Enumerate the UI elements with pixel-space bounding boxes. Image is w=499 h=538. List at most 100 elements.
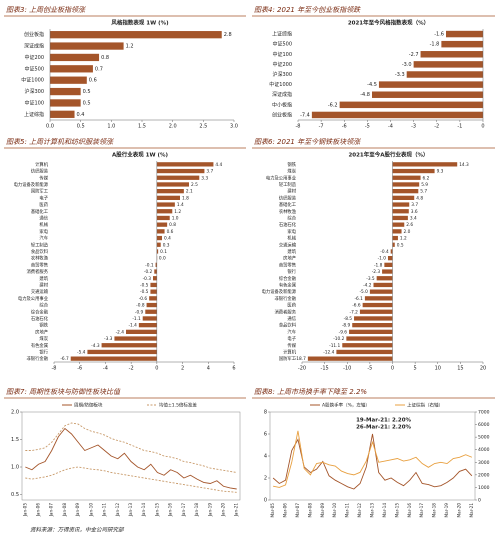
category-label: 电力及公用事业 bbox=[266, 174, 297, 181]
value-label: -1.8 bbox=[374, 262, 383, 268]
value-label: 9.3 bbox=[437, 169, 444, 175]
category-label: 消费者服务 bbox=[275, 308, 297, 315]
x-tick-label: -5 bbox=[365, 124, 370, 130]
x-tick-label: Jan-11 bbox=[102, 503, 107, 518]
x-tick-label: -4 bbox=[103, 366, 108, 372]
bar bbox=[70, 356, 157, 361]
value-label: -6.6 bbox=[352, 303, 361, 309]
category-label: 轻工制造 bbox=[31, 241, 49, 248]
x-tick-label: Jan-07 bbox=[49, 503, 54, 518]
bar bbox=[373, 282, 393, 288]
value-label: 2.0 bbox=[404, 229, 411, 235]
value-label: -6.1 bbox=[355, 296, 364, 302]
bar bbox=[339, 101, 483, 109]
bar bbox=[307, 356, 393, 361]
bar bbox=[382, 269, 393, 274]
category-label: 中证200 bbox=[272, 61, 292, 68]
x-tick-label: 2.5 bbox=[199, 124, 207, 130]
bar bbox=[369, 289, 393, 294]
value-label: 0.4 bbox=[164, 236, 171, 242]
value-label: 3.6 bbox=[411, 209, 418, 215]
x-tick-label: Jan-05 bbox=[22, 503, 27, 518]
value-label: 3.7 bbox=[411, 202, 418, 208]
bar bbox=[50, 99, 81, 107]
bar bbox=[153, 276, 157, 281]
bar bbox=[156, 175, 200, 180]
value-label: 0.8 bbox=[169, 222, 176, 228]
value-label: 2.6 bbox=[406, 222, 413, 228]
value-label: 3.3 bbox=[201, 175, 208, 181]
y2-tick-label: 2000 bbox=[478, 472, 490, 478]
category-label: 上证综指 bbox=[24, 111, 44, 118]
value-label: 2.1 bbox=[186, 189, 193, 195]
bar bbox=[392, 162, 458, 167]
bar bbox=[384, 262, 393, 267]
bar bbox=[446, 30, 483, 38]
x-tick-label: Mar-21 bbox=[469, 503, 474, 518]
bar bbox=[156, 168, 205, 174]
x-tick-label: 15 bbox=[457, 366, 463, 372]
bar bbox=[311, 111, 483, 119]
series-line bbox=[273, 430, 473, 488]
x-tick-label: Mar-05 bbox=[270, 503, 275, 518]
x-tick-label: Mar-08 bbox=[307, 503, 312, 518]
value-label: -0.1 bbox=[145, 262, 154, 268]
bar bbox=[156, 229, 165, 234]
figure-title: 图表7: 周期性板块与防御性板块比值 bbox=[6, 388, 121, 396]
x-tick-label: 5 bbox=[414, 366, 417, 372]
chart-title: A股行业表现 1W (%) bbox=[112, 151, 169, 159]
category-label: 家电 bbox=[39, 228, 48, 235]
x-tick-label: 10 bbox=[435, 366, 441, 372]
category-label: 银行 bbox=[39, 348, 48, 355]
category-label: 中证100 bbox=[24, 99, 44, 106]
category-label: 综合金融 bbox=[279, 275, 297, 282]
category-label: 房地产 bbox=[283, 255, 296, 262]
bar bbox=[387, 256, 393, 261]
value-label: -0.4 bbox=[380, 249, 389, 255]
category-label: 医药 bbox=[39, 201, 48, 208]
bar bbox=[146, 302, 157, 308]
category-label: 通信 bbox=[287, 315, 296, 322]
x-tick-label: Mar-07 bbox=[295, 503, 300, 518]
bar bbox=[150, 282, 157, 288]
category-label: 建筑 bbox=[287, 248, 296, 255]
bar bbox=[342, 343, 393, 348]
x-tick-label: 2.0 bbox=[169, 124, 177, 130]
category-label: 商贸零售 bbox=[279, 261, 296, 268]
category-label: 电力及公用事业 bbox=[18, 295, 49, 302]
category-label: 中证1000 bbox=[269, 81, 292, 88]
x-tick-label: Jan-08 bbox=[62, 503, 67, 518]
value-label: -4.2 bbox=[363, 282, 372, 288]
bar bbox=[50, 65, 93, 73]
x-tick-label: 0 bbox=[155, 366, 158, 372]
category-label: 家电 bbox=[287, 228, 296, 235]
value-label: -18.7 bbox=[295, 356, 306, 362]
value-label: -3.3 bbox=[104, 336, 113, 342]
x-tick-label: 1.5 bbox=[138, 124, 146, 130]
figure-title: 图表6: 2021 年至今钢铁板块领涨 bbox=[254, 138, 361, 146]
category-label: 综合 bbox=[39, 302, 48, 309]
bar bbox=[392, 189, 419, 194]
category-label: 计算机 bbox=[35, 161, 49, 168]
value-label: 4.8 bbox=[416, 195, 423, 201]
value-label: -7.4 bbox=[300, 112, 310, 118]
x-tick-label: 1.0 bbox=[107, 124, 115, 130]
category-label: 煤炭 bbox=[287, 168, 296, 175]
value-label: 0.6 bbox=[89, 78, 97, 84]
category-label: 基础化工 bbox=[279, 201, 297, 208]
y2-tick-label: 4000 bbox=[478, 447, 490, 453]
x-tick-label: -3 bbox=[411, 124, 416, 130]
value-label: 4.4 bbox=[215, 162, 222, 168]
x-tick-label: Mar-20 bbox=[456, 503, 461, 518]
y-tick-label: 6 bbox=[264, 432, 267, 438]
category-label: 计算机 bbox=[283, 348, 297, 355]
value-label: -2.4 bbox=[116, 329, 125, 335]
category-label: 交通运输 bbox=[31, 288, 49, 295]
category-label: 机械 bbox=[287, 235, 296, 242]
value-label: -5.4 bbox=[77, 349, 86, 355]
category-label: 机械 bbox=[39, 221, 48, 228]
x-tick-label: 0 bbox=[391, 366, 394, 372]
x-tick-label: Jan-17 bbox=[181, 503, 186, 518]
bar bbox=[156, 222, 168, 227]
category-label: 中小板指 bbox=[272, 101, 292, 108]
